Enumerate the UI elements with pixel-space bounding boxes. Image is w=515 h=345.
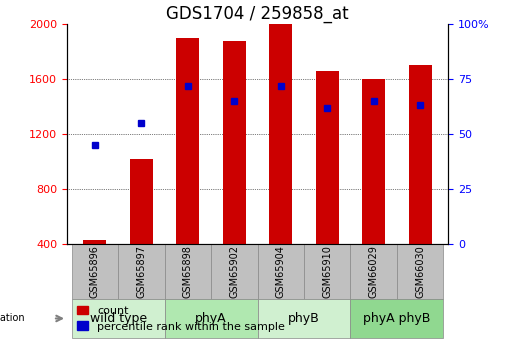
Bar bbox=[176, 38, 199, 244]
Bar bbox=[269, 24, 293, 244]
FancyBboxPatch shape bbox=[304, 244, 350, 299]
Bar bbox=[130, 159, 153, 244]
Bar bbox=[316, 71, 339, 244]
Text: GSM66029: GSM66029 bbox=[369, 245, 379, 298]
FancyBboxPatch shape bbox=[258, 299, 350, 338]
Bar bbox=[408, 65, 432, 244]
FancyBboxPatch shape bbox=[72, 299, 165, 338]
FancyBboxPatch shape bbox=[211, 244, 258, 299]
FancyBboxPatch shape bbox=[118, 244, 165, 299]
FancyBboxPatch shape bbox=[165, 299, 258, 338]
FancyBboxPatch shape bbox=[350, 299, 443, 338]
Bar bbox=[222, 41, 246, 244]
Bar bbox=[362, 79, 385, 244]
Text: phyA: phyA bbox=[195, 312, 227, 325]
FancyBboxPatch shape bbox=[72, 244, 118, 299]
FancyBboxPatch shape bbox=[258, 244, 304, 299]
Title: GDS1704 / 259858_at: GDS1704 / 259858_at bbox=[166, 5, 349, 23]
Text: GSM66030: GSM66030 bbox=[415, 245, 425, 298]
Text: GSM65896: GSM65896 bbox=[90, 245, 100, 298]
Text: phyA phyB: phyA phyB bbox=[363, 312, 431, 325]
Text: GSM65902: GSM65902 bbox=[229, 245, 239, 298]
Text: genotype/variation: genotype/variation bbox=[0, 314, 25, 324]
FancyBboxPatch shape bbox=[165, 244, 211, 299]
Text: wild type: wild type bbox=[90, 312, 147, 325]
Bar bbox=[83, 240, 107, 244]
Legend: count, percentile rank within the sample: count, percentile rank within the sample bbox=[73, 301, 289, 336]
Text: GSM65910: GSM65910 bbox=[322, 245, 332, 298]
Text: phyB: phyB bbox=[288, 312, 320, 325]
FancyBboxPatch shape bbox=[350, 244, 397, 299]
Text: GSM65897: GSM65897 bbox=[136, 245, 146, 298]
Text: GSM65898: GSM65898 bbox=[183, 245, 193, 298]
FancyBboxPatch shape bbox=[397, 244, 443, 299]
Text: GSM65904: GSM65904 bbox=[276, 245, 286, 298]
